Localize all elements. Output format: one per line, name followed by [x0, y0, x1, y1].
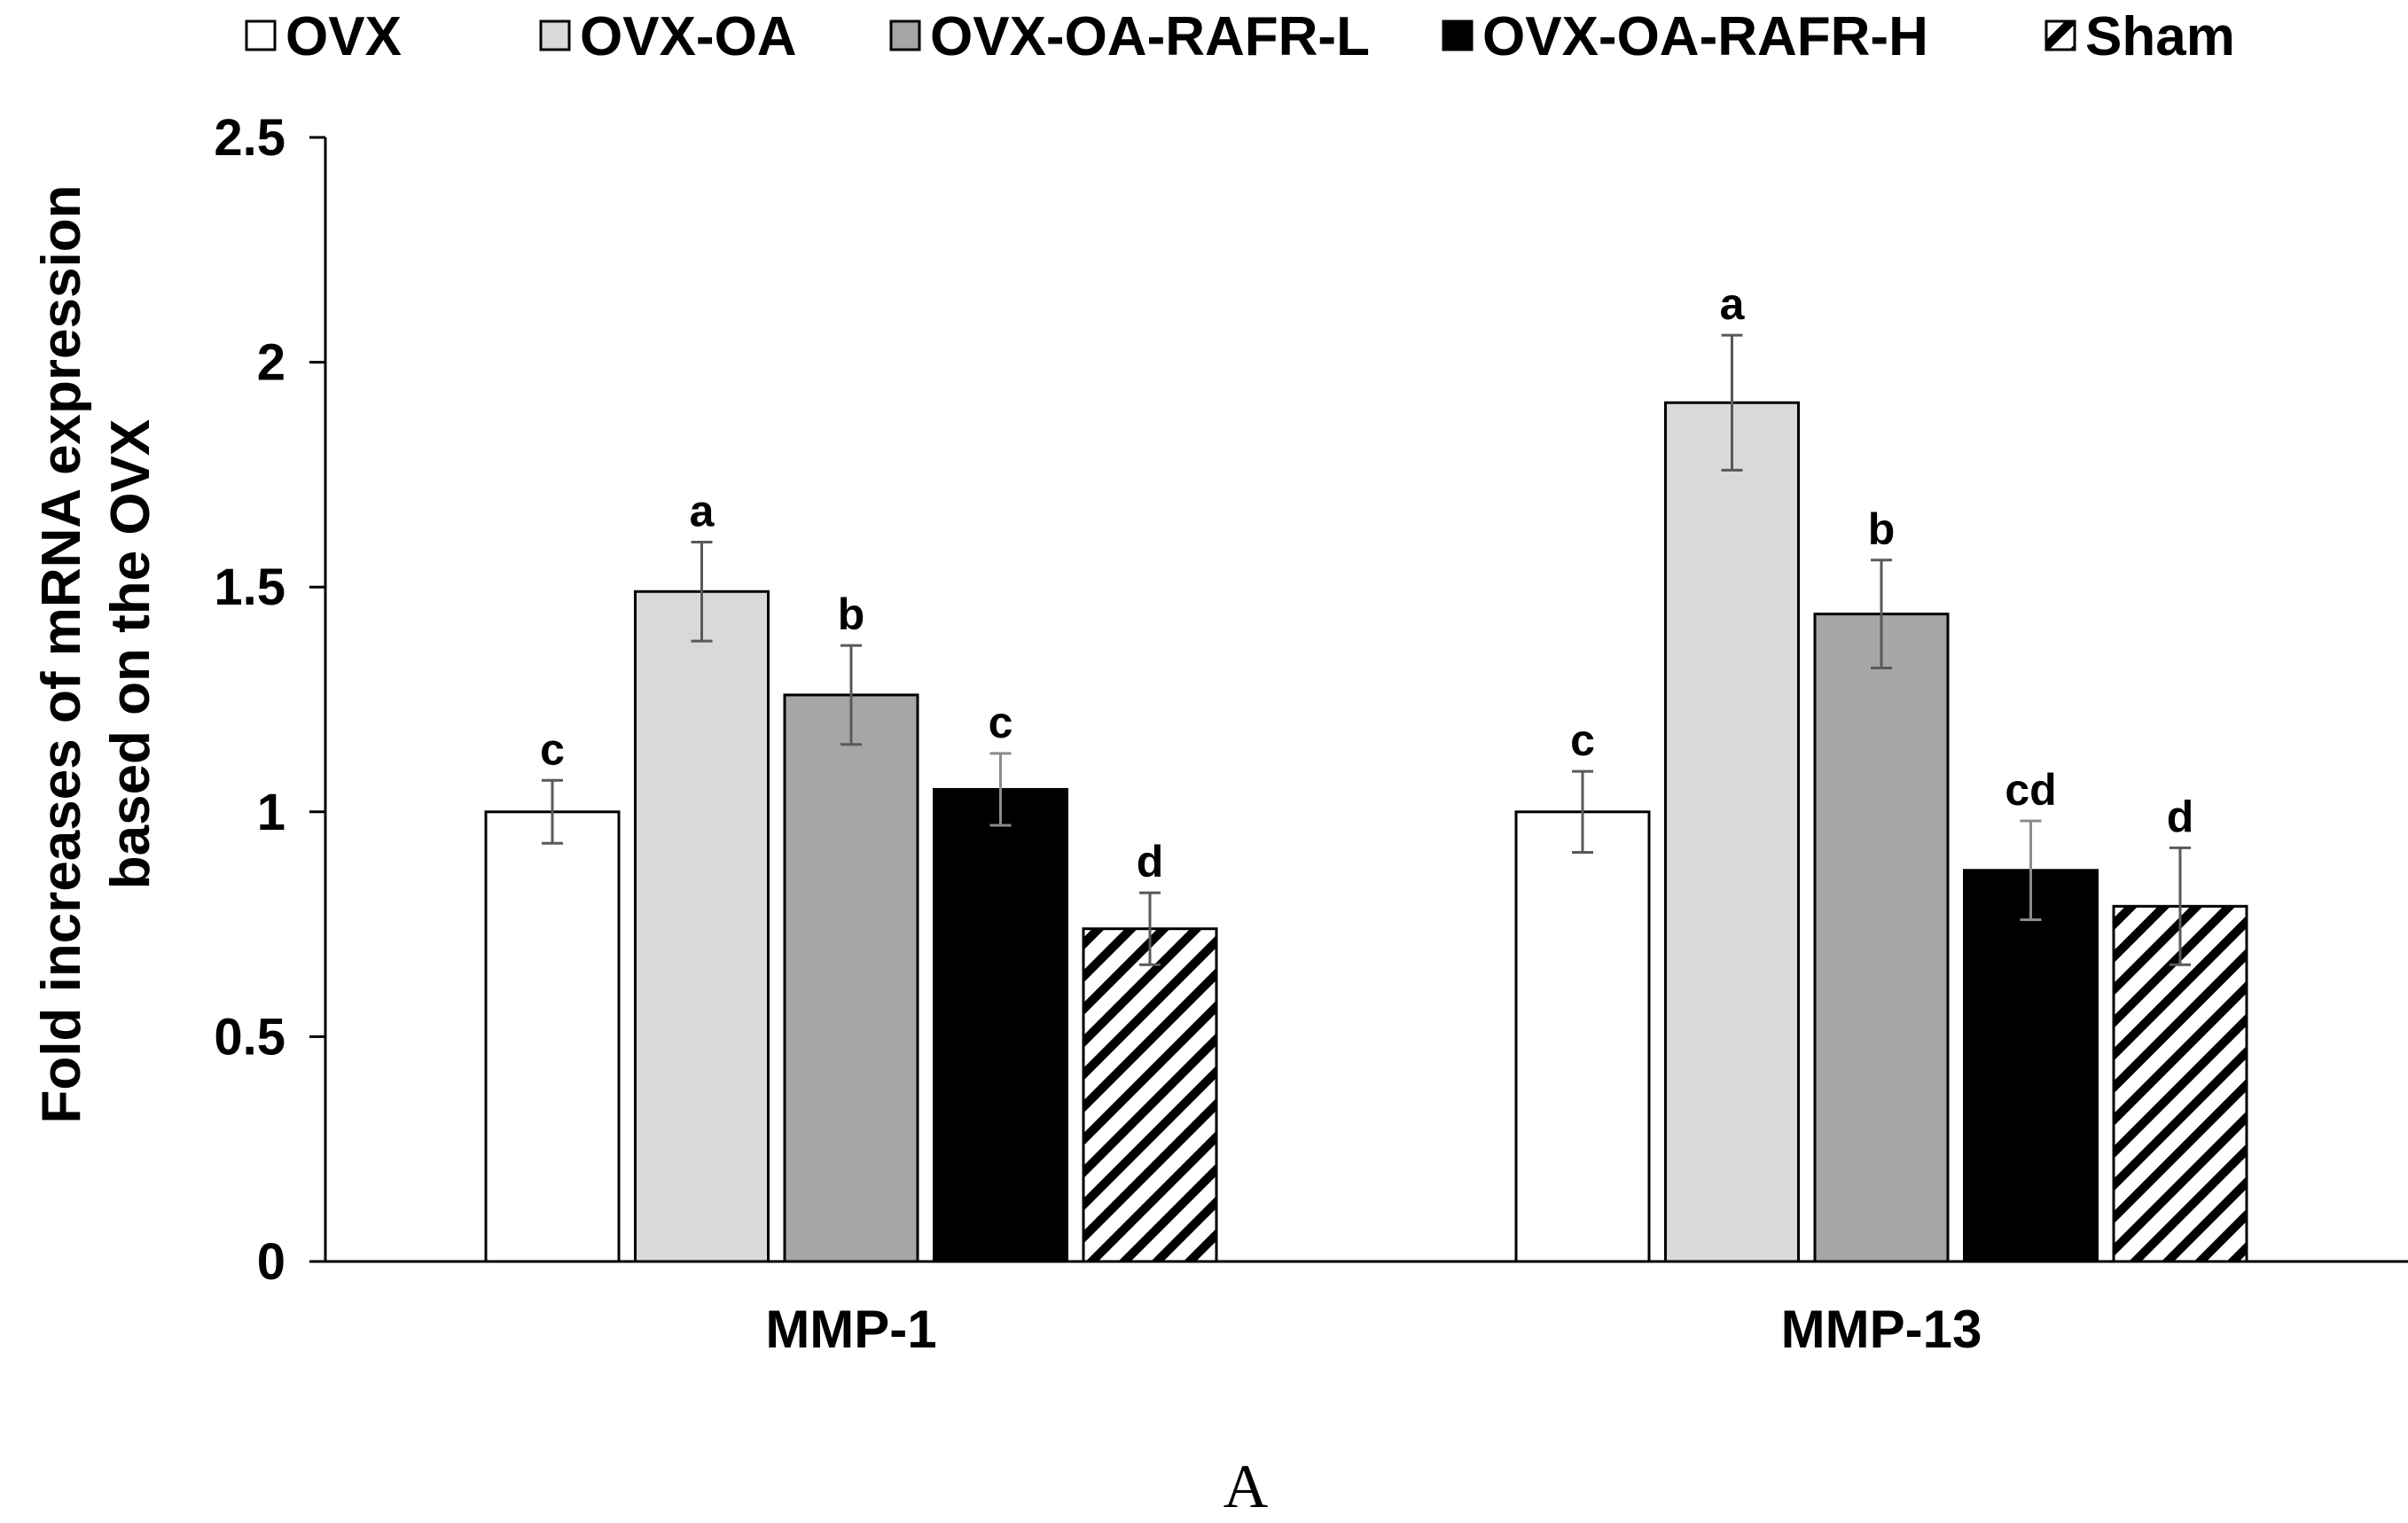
error-bar [2020, 819, 2042, 922]
error-bar [1139, 891, 1161, 966]
y-tick-label: 2.5 [214, 109, 285, 167]
y-axis-label-line-1: Fold increases of mRNA expression [31, 185, 92, 1124]
bar-sham-mmp-1 [1082, 927, 1218, 1263]
legend-swatch [539, 20, 571, 51]
bar-ovx-oa-rafr-h-mmp-1 [933, 787, 1068, 1263]
bar-ovx-oa-rafr-l-mmp-1 [783, 693, 919, 1263]
significance-label: d [1137, 837, 1164, 886]
significance-label: d [2167, 792, 2194, 841]
bar-group-mmp-1: c a b c d [484, 486, 1218, 1263]
significance-label: c [540, 724, 565, 774]
y-tick-label: 0 [257, 1233, 285, 1291]
bar-group-mmp-13: c a b cd d [1514, 279, 2248, 1263]
legend-label: OVX [285, 6, 402, 67]
error-bar [840, 644, 862, 746]
error-bar [1572, 769, 1593, 854]
error-bar [1721, 333, 1743, 472]
bar-ovx-oa-mmp-13 [1664, 401, 1800, 1263]
legend-item-sham: Sham [2044, 6, 2235, 67]
legend-item-ovx: OVX [245, 6, 402, 67]
bar-ovx-oa-mmp-1 [634, 590, 770, 1263]
significance-label: b [838, 590, 865, 639]
legend-label: OVX-OA-RAFR-L [930, 6, 1370, 67]
y-tick-label: 2 [257, 334, 285, 392]
y-axis-label-line-2: based on the OVX [100, 419, 161, 890]
error-bar [1871, 558, 1892, 669]
bar-ovx-mmp-1 [484, 810, 621, 1263]
legend-item-ovx-oa-rafr-h: OVX-OA-RAFR-H [1442, 6, 1928, 67]
significance-label: a [1720, 279, 1746, 329]
error-bar [2170, 846, 2191, 966]
bar-ovx-mmp-13 [1514, 810, 1651, 1263]
legend-swatch [889, 20, 921, 51]
legend-label: OVX-OA [580, 6, 797, 67]
legend: OVX OVX-OA OVX-OA-RAFR-L OVX-OA-RAFR-H Sham [245, 6, 2235, 67]
significance-label: a [690, 486, 715, 535]
y-axis-label-line-2-wrap: based on the OVX [100, 419, 161, 890]
significance-label: c [1570, 715, 1595, 765]
significance-label: b [1868, 504, 1896, 554]
y-tick-label: 0.5 [214, 1008, 285, 1066]
x-tick-label: MMP-1 [765, 1300, 936, 1359]
x-tick-label: MMP-13 [1781, 1300, 1982, 1359]
legend-item-ovx-oa-rafr-l: OVX-OA-RAFR-L [889, 6, 1370, 67]
legend-label: OVX-OA-RAFR-H [1482, 6, 1928, 67]
legend-label: Sham [2085, 6, 2235, 67]
legend-swatch [1442, 20, 1474, 51]
significance-label: c [989, 698, 1013, 747]
y-axis-label: Fold increases of mRNA expression [31, 185, 92, 1124]
error-bar [989, 752, 1012, 827]
significance-label: cd [2005, 765, 2056, 815]
figure-caption: A [1224, 1453, 1269, 1521]
legend-swatch [2044, 20, 2076, 51]
bar-ovx-oa-rafr-l-mmp-13 [1813, 613, 1950, 1263]
error-bar [691, 540, 713, 643]
y-tick-label: 1.5 [214, 558, 285, 616]
y-tick-label: 1 [257, 784, 285, 841]
bar-ovx-oa-rafr-h-mmp-13 [1963, 869, 2099, 1263]
legend-item-ovx-oa: OVX-OA [539, 6, 797, 67]
error-bar [542, 778, 563, 845]
legend-swatch [245, 20, 277, 51]
